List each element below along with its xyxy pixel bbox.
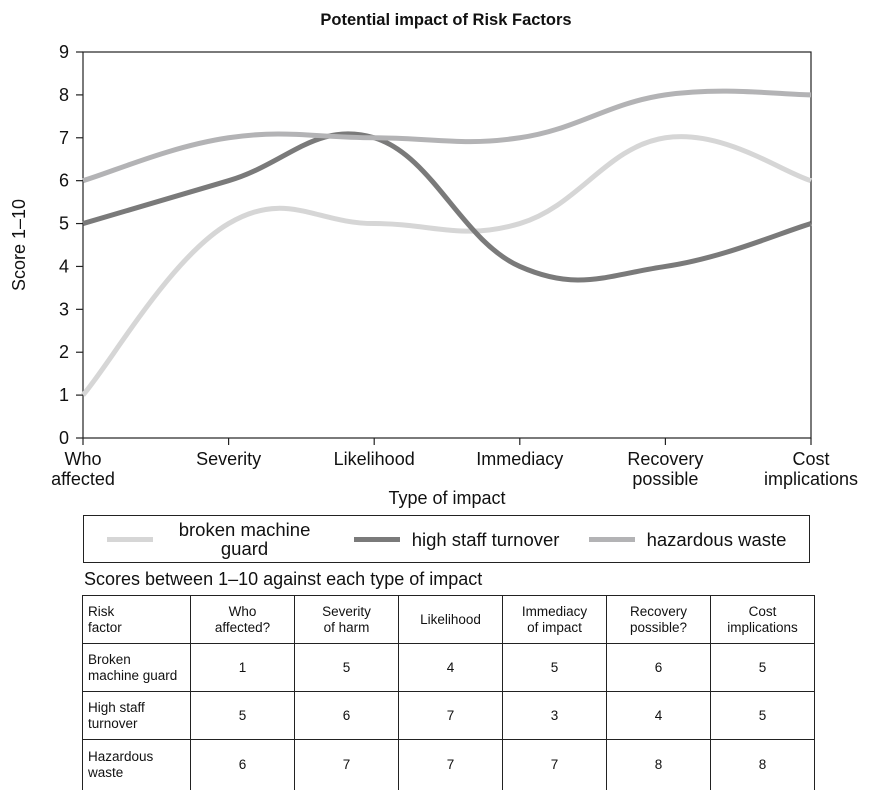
table-cell: 5	[710, 691, 815, 740]
header-line: of harm	[323, 619, 370, 635]
chart-legend: broken machine guard high staff turnover…	[83, 515, 810, 563]
legend-label-line: hazardous waste	[646, 528, 787, 550]
table-cell: 3	[502, 691, 607, 740]
legend-label: high staff turnover	[412, 530, 560, 549]
legend-swatch	[353, 536, 400, 542]
row-label-line: turnover	[88, 715, 138, 731]
table-row: Broken machine guard 1 5 4 5 6 5	[82, 643, 815, 692]
y-tick-label: 9	[59, 42, 69, 62]
y-tick-label: 0	[59, 428, 69, 448]
y-axis-label: Score 1–10	[9, 199, 29, 291]
header-line: factor	[88, 619, 122, 635]
table-cell: 5	[294, 643, 399, 692]
chart-title: Potential impact of Risk Factors	[320, 11, 571, 29]
line-chart: Potential impact of Risk Factors 0 1 2 3 4 5 6…	[9, 11, 858, 508]
header-likelihood: Likelihood	[398, 595, 503, 644]
y-tick-label: 1	[59, 385, 69, 405]
header-immediacy: Immediacy of impact	[502, 595, 607, 644]
header-line: of impact	[527, 619, 582, 635]
table-row: Hazardous waste 6 7 7 7 8 8	[82, 739, 815, 790]
table-cell: 4	[606, 691, 711, 740]
table-cell: 4	[398, 643, 503, 692]
x-tick-label: Severity	[196, 449, 261, 469]
legend-item-high-staff-turnover: high staff turnover	[353, 530, 560, 549]
legend-label: hazardous waste	[647, 530, 787, 549]
row-label: Broken machine guard	[82, 643, 191, 692]
x-axis-label: Type of impact	[388, 488, 505, 508]
row-label-line: waste	[88, 764, 124, 780]
y-axis: 0 1 2 3 4 5 6 7 8 9	[59, 42, 83, 448]
series-line-high-staff-turnover	[82, 131, 812, 283]
header-line: Recovery	[629, 603, 688, 619]
x-tick-label: Cost implications	[764, 449, 858, 489]
table-cell: 1	[190, 643, 295, 692]
header-line: Immediacy	[521, 603, 588, 619]
legend-label-line: guard	[220, 538, 269, 559]
series-line-broken-machine-guard	[81, 134, 812, 397]
row-label-line: Broken	[88, 651, 131, 667]
series-layer	[81, 88, 812, 397]
series-line-hazardous-waste	[82, 88, 812, 184]
row-label-line: High staff	[88, 699, 145, 715]
row-label: Hazardous waste	[82, 739, 191, 790]
table-row: High staff turnover 5 6 7 3 4 5	[82, 691, 815, 740]
header-line: Cost	[748, 603, 777, 619]
legend-label-line: broken machine	[178, 519, 311, 540]
header-severity: Severity of harm	[294, 595, 399, 644]
table-header-row: Risk factor Who affected? Severity of ha…	[82, 595, 815, 644]
legend-item-hazardous-waste: hazardous waste	[588, 530, 787, 549]
y-tick-label: 6	[59, 171, 69, 191]
table-cell: 7	[398, 739, 503, 790]
legend-swatch	[588, 536, 635, 542]
table-cell: 6	[606, 643, 711, 692]
table-cell: 7	[502, 739, 607, 790]
header-line: possible?	[629, 619, 688, 635]
legend-item-broken-machine-guard: broken machine guard	[106, 520, 325, 558]
y-tick-label: 7	[59, 128, 69, 148]
x-axis: Who affected Severity Likelihood Immediacy Re…	[51, 438, 858, 489]
x-tick-label: Immediacy	[476, 449, 563, 469]
x-tick-label: Likelihood	[334, 449, 415, 469]
x-tick-label: Recovery possible	[627, 449, 703, 489]
header-cost: Cost implications	[710, 595, 815, 644]
table-cell: 8	[710, 739, 815, 790]
table-cell: 5	[710, 643, 815, 692]
table-cell: 5	[502, 643, 607, 692]
header-line: Who	[228, 603, 257, 619]
table-cell: 8	[606, 739, 711, 790]
header-who-affected: Who affected?	[190, 595, 295, 644]
y-tick-label: 2	[59, 342, 69, 362]
legend-label: broken machine guard	[165, 520, 325, 558]
table-cell: 7	[294, 739, 399, 790]
table-cell: 7	[398, 691, 503, 740]
y-tick-label: 3	[59, 299, 69, 319]
header-line: affected?	[214, 619, 271, 635]
header-line: Risk	[88, 603, 115, 619]
y-tick-label: 4	[59, 256, 69, 276]
legend-swatch	[106, 536, 153, 542]
row-label: High staff turnover	[82, 691, 191, 740]
header-line: implications	[727, 619, 798, 635]
x-tick-label: Who affected	[51, 449, 115, 489]
scores-table: Risk factor Who affected? Severity of ha…	[82, 595, 815, 790]
header-line: Likelihood	[420, 611, 481, 627]
table-caption: Scores between 1–10 against each type of…	[84, 569, 483, 589]
plot-frame	[82, 51, 812, 439]
legend-label-line: high staff turnover	[411, 528, 560, 550]
table-cell: 6	[190, 739, 295, 790]
header-risk-factor: Risk factor	[82, 595, 191, 644]
table-cell: 5	[190, 691, 295, 740]
y-tick-label: 8	[59, 85, 69, 105]
row-label-line: Hazardous	[88, 748, 154, 764]
header-recovery: Recovery possible?	[606, 595, 711, 644]
row-label-line: machine guard	[88, 667, 178, 683]
header-line: Severity	[322, 603, 371, 619]
table-cell: 6	[294, 691, 399, 740]
y-tick-label: 5	[59, 214, 69, 234]
